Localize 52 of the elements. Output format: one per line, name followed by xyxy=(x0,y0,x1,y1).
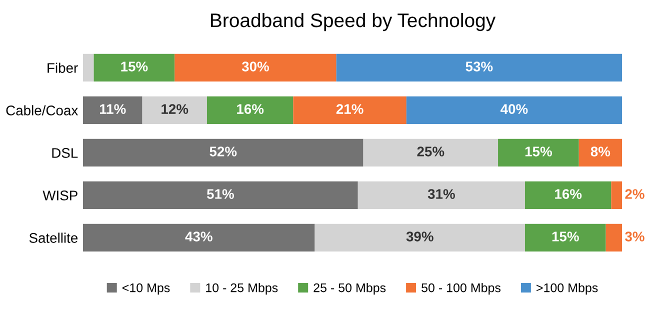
bar xyxy=(94,54,175,82)
data-label: 3% xyxy=(625,232,644,242)
data-label: 15% xyxy=(525,146,552,156)
legend-label: 10 - 25 Mbps xyxy=(206,283,278,295)
bar xyxy=(83,224,315,252)
data-label: 40% xyxy=(500,104,528,114)
bar xyxy=(174,54,336,82)
legend-label: 25 - 50 Mbps xyxy=(314,283,386,295)
legend-label: 50 - 100 Mbps xyxy=(422,283,501,295)
data-label: 53% xyxy=(466,62,493,72)
data-label: 12% xyxy=(162,104,188,114)
bar xyxy=(293,96,406,124)
data-label: 2% xyxy=(625,189,644,199)
bar xyxy=(524,224,606,252)
data-label: 8% xyxy=(590,146,610,156)
bar xyxy=(142,96,207,124)
data-label: 25% xyxy=(417,146,444,156)
data-label: 16% xyxy=(555,189,582,199)
bar xyxy=(606,224,622,252)
legend-label: >100 Mbps xyxy=(536,283,598,295)
data-label: 15% xyxy=(552,232,579,242)
bar xyxy=(83,181,358,210)
bar xyxy=(578,138,622,167)
legend-label: <10 Mps xyxy=(122,283,170,295)
bar xyxy=(83,138,364,167)
data-label: 43% xyxy=(185,232,212,242)
bar xyxy=(336,54,622,82)
y-tick-label: WISP xyxy=(42,190,78,200)
data-label: 51% xyxy=(206,189,234,199)
data-label: 15% xyxy=(121,62,148,72)
y-tick-label: DSL xyxy=(52,148,78,158)
data-label: 39% xyxy=(406,232,434,242)
y-tick-label: Fiber xyxy=(48,62,78,73)
bar xyxy=(363,138,498,167)
bar xyxy=(83,54,94,82)
data-label: 31% xyxy=(428,189,455,199)
data-label: 11% xyxy=(100,104,126,114)
chart-title: Broadband Speed by Technology xyxy=(211,12,496,32)
bar xyxy=(358,181,525,210)
data-label: 30% xyxy=(242,62,270,72)
y-tick-label: Satellite xyxy=(29,232,78,243)
bar xyxy=(524,181,612,210)
data-label: 52% xyxy=(210,146,237,156)
bar xyxy=(83,96,142,124)
bar xyxy=(314,224,525,252)
bar xyxy=(206,96,294,124)
bar xyxy=(406,96,622,124)
data-label: 16% xyxy=(237,104,264,114)
data-label: 21% xyxy=(336,104,364,114)
bar xyxy=(611,181,622,210)
bar xyxy=(498,138,579,167)
y-tick-label: Cable/Coax xyxy=(6,105,78,116)
